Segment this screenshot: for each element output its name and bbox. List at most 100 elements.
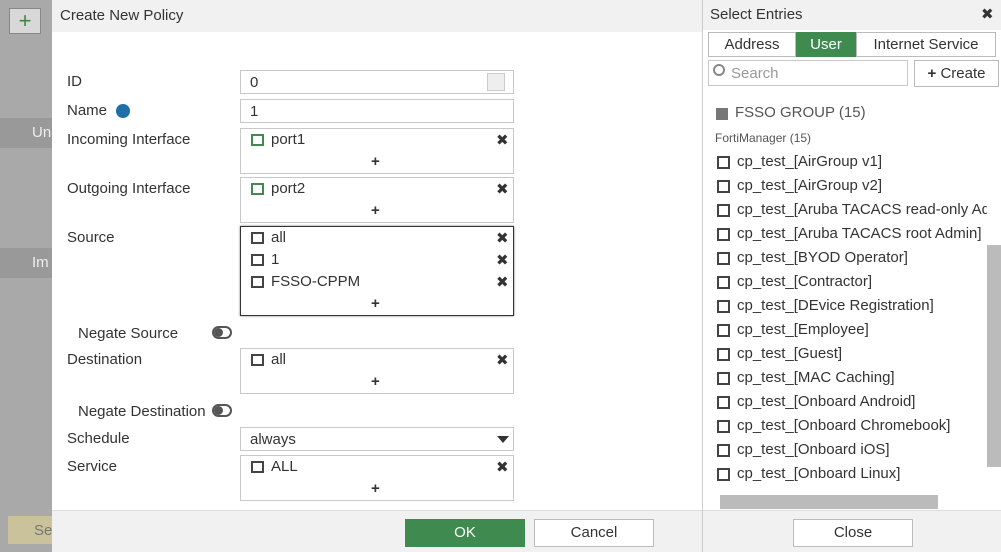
multi-select[interactable]: port2 ✖ + (240, 177, 514, 223)
entry-icon (251, 134, 264, 146)
input-value: 1 (250, 103, 259, 120)
entry-icon (251, 461, 264, 473)
group-header: FSSO GROUP (15) (735, 104, 866, 121)
field-label: Incoming Interface (67, 131, 191, 148)
entry-icon (717, 420, 730, 433)
add-button[interactable]: + (9, 8, 41, 34)
entry-item[interactable]: cp_test_[Onboard Chromebook] (737, 417, 951, 434)
entry-item[interactable]: cp_test_[Onboard Linux] (737, 465, 901, 482)
input[interactable]: 1 (240, 99, 514, 123)
entry-item[interactable]: cp_test_[Onboard iOS] (737, 441, 890, 458)
create-label: Create (940, 65, 986, 82)
entry-icon (717, 468, 730, 481)
dialog: Create New Policy ID 0 Name 1 Incoming Inter… (52, 0, 702, 552)
remove-icon[interactable]: ✖ (496, 459, 509, 476)
entry-item[interactable]: cp_test_[AirGroup v1] (737, 153, 883, 170)
create-button[interactable]: + Create (914, 60, 999, 87)
cancel-button[interactable]: Cancel (534, 519, 654, 547)
field-label: Negate Source (78, 325, 179, 342)
entry-icon (717, 348, 730, 361)
dialog-title: Create New Policy (52, 0, 702, 32)
tab[interactable]: Address (708, 32, 796, 57)
input-value: 0 (250, 74, 259, 91)
dropdown-arrow (497, 436, 509, 443)
field-label: ID (67, 73, 82, 90)
input[interactable]: 0 (240, 70, 514, 94)
remove-icon[interactable]: ✖ (496, 132, 509, 149)
remove-icon[interactable]: ✖ (496, 352, 509, 369)
field-label: Negate Destination (78, 403, 206, 420)
subgroup-header: FortiManager (15) (715, 131, 812, 145)
entry-icon (251, 232, 264, 244)
entry-item[interactable]: cp_test_[MAC Caching] (737, 369, 895, 386)
entry-item[interactable]: cp_test_[Employee] (737, 321, 869, 338)
close-icon[interactable]: ✖ (981, 6, 994, 23)
entry-item[interactable]: cp_test_[Contractor] (737, 273, 873, 290)
toggle-knob (214, 328, 223, 337)
entry: all (271, 351, 287, 368)
input-value: always (250, 431, 296, 448)
entry-icon (717, 252, 730, 265)
entry: port1 (271, 131, 306, 148)
entry-icon (717, 300, 730, 313)
field-label: Schedule (67, 430, 130, 447)
entry-icon (251, 254, 264, 266)
multi-select[interactable]: all ✖ 1 ✖ FSSO-CPPM ✖ + (240, 226, 514, 316)
search-placeholder: Search (731, 65, 779, 82)
collapse-icon (716, 108, 728, 120)
tab[interactable]: User (796, 32, 856, 57)
entry-item[interactable]: cp_test_[Aruba TACACS read-only Admin] (737, 201, 987, 218)
ok-button[interactable]: OK (405, 519, 525, 547)
entry-item[interactable]: cp_test_[Onboard Android] (737, 393, 916, 410)
multi-select[interactable]: all ✖ + (240, 348, 514, 394)
entry-item[interactable]: cp_test_[Guest] (737, 345, 843, 362)
entry: FSSO-CPPM (271, 273, 361, 290)
toggle[interactable] (212, 326, 232, 339)
entry-item[interactable]: cp_test_[BYOD Operator] (737, 249, 908, 266)
remove-icon[interactable]: ✖ (496, 274, 509, 291)
entry: ALL (271, 458, 298, 475)
section-tab: Se (8, 516, 52, 544)
entry-item[interactable]: cp_test_[Aruba TACACS root Admin] (737, 225, 982, 242)
field-label: Service (67, 458, 118, 475)
add-entry[interactable]: + (371, 373, 380, 390)
add-entry[interactable]: + (371, 153, 380, 170)
h-scrollbar (720, 495, 938, 509)
entry-item[interactable]: cp_test_[AirGroup v2] (737, 177, 883, 194)
entry-icon (717, 276, 730, 289)
panel-title: Select Entries (703, 0, 1001, 30)
close-button[interactable]: Close (793, 519, 913, 547)
remove-icon[interactable]: ✖ (496, 230, 509, 247)
entry-icon (251, 354, 264, 366)
add-entry[interactable]: + (371, 202, 380, 219)
entry-icon (717, 324, 730, 337)
remove-icon[interactable]: ✖ (496, 252, 509, 269)
section-header: Im (0, 248, 52, 278)
entry-icon (717, 156, 730, 169)
entry: port2 (271, 180, 306, 197)
scrollbar (987, 245, 1001, 467)
select-panel: Select Entries ✖ Address User Internet Ser… (702, 0, 1001, 552)
entry-icon (251, 276, 264, 288)
add-entry[interactable]: + (371, 295, 380, 312)
entry-icon (717, 396, 730, 409)
multi-select[interactable]: port1 ✖ + (240, 128, 514, 174)
entry-icon (717, 228, 730, 241)
add-entry[interactable]: + (371, 480, 380, 497)
info-icon (116, 104, 130, 118)
remove-icon[interactable]: ✖ (496, 181, 509, 198)
search-icon (713, 64, 725, 76)
entry-icon (251, 183, 264, 195)
entry: 1 (271, 251, 280, 268)
entry-item[interactable]: cp_test_[DEvice Registration] (737, 297, 934, 314)
tab[interactable]: Internet Service (856, 32, 996, 57)
entry-icon (717, 180, 730, 193)
toggle-knob (214, 406, 223, 415)
search-input[interactable]: Search (708, 60, 908, 86)
multi-select[interactable]: ALL ✖ + (240, 455, 514, 501)
spinner (487, 73, 505, 91)
input[interactable]: always (240, 427, 514, 451)
toggle[interactable] (212, 404, 232, 417)
field-label: Name (67, 102, 108, 119)
